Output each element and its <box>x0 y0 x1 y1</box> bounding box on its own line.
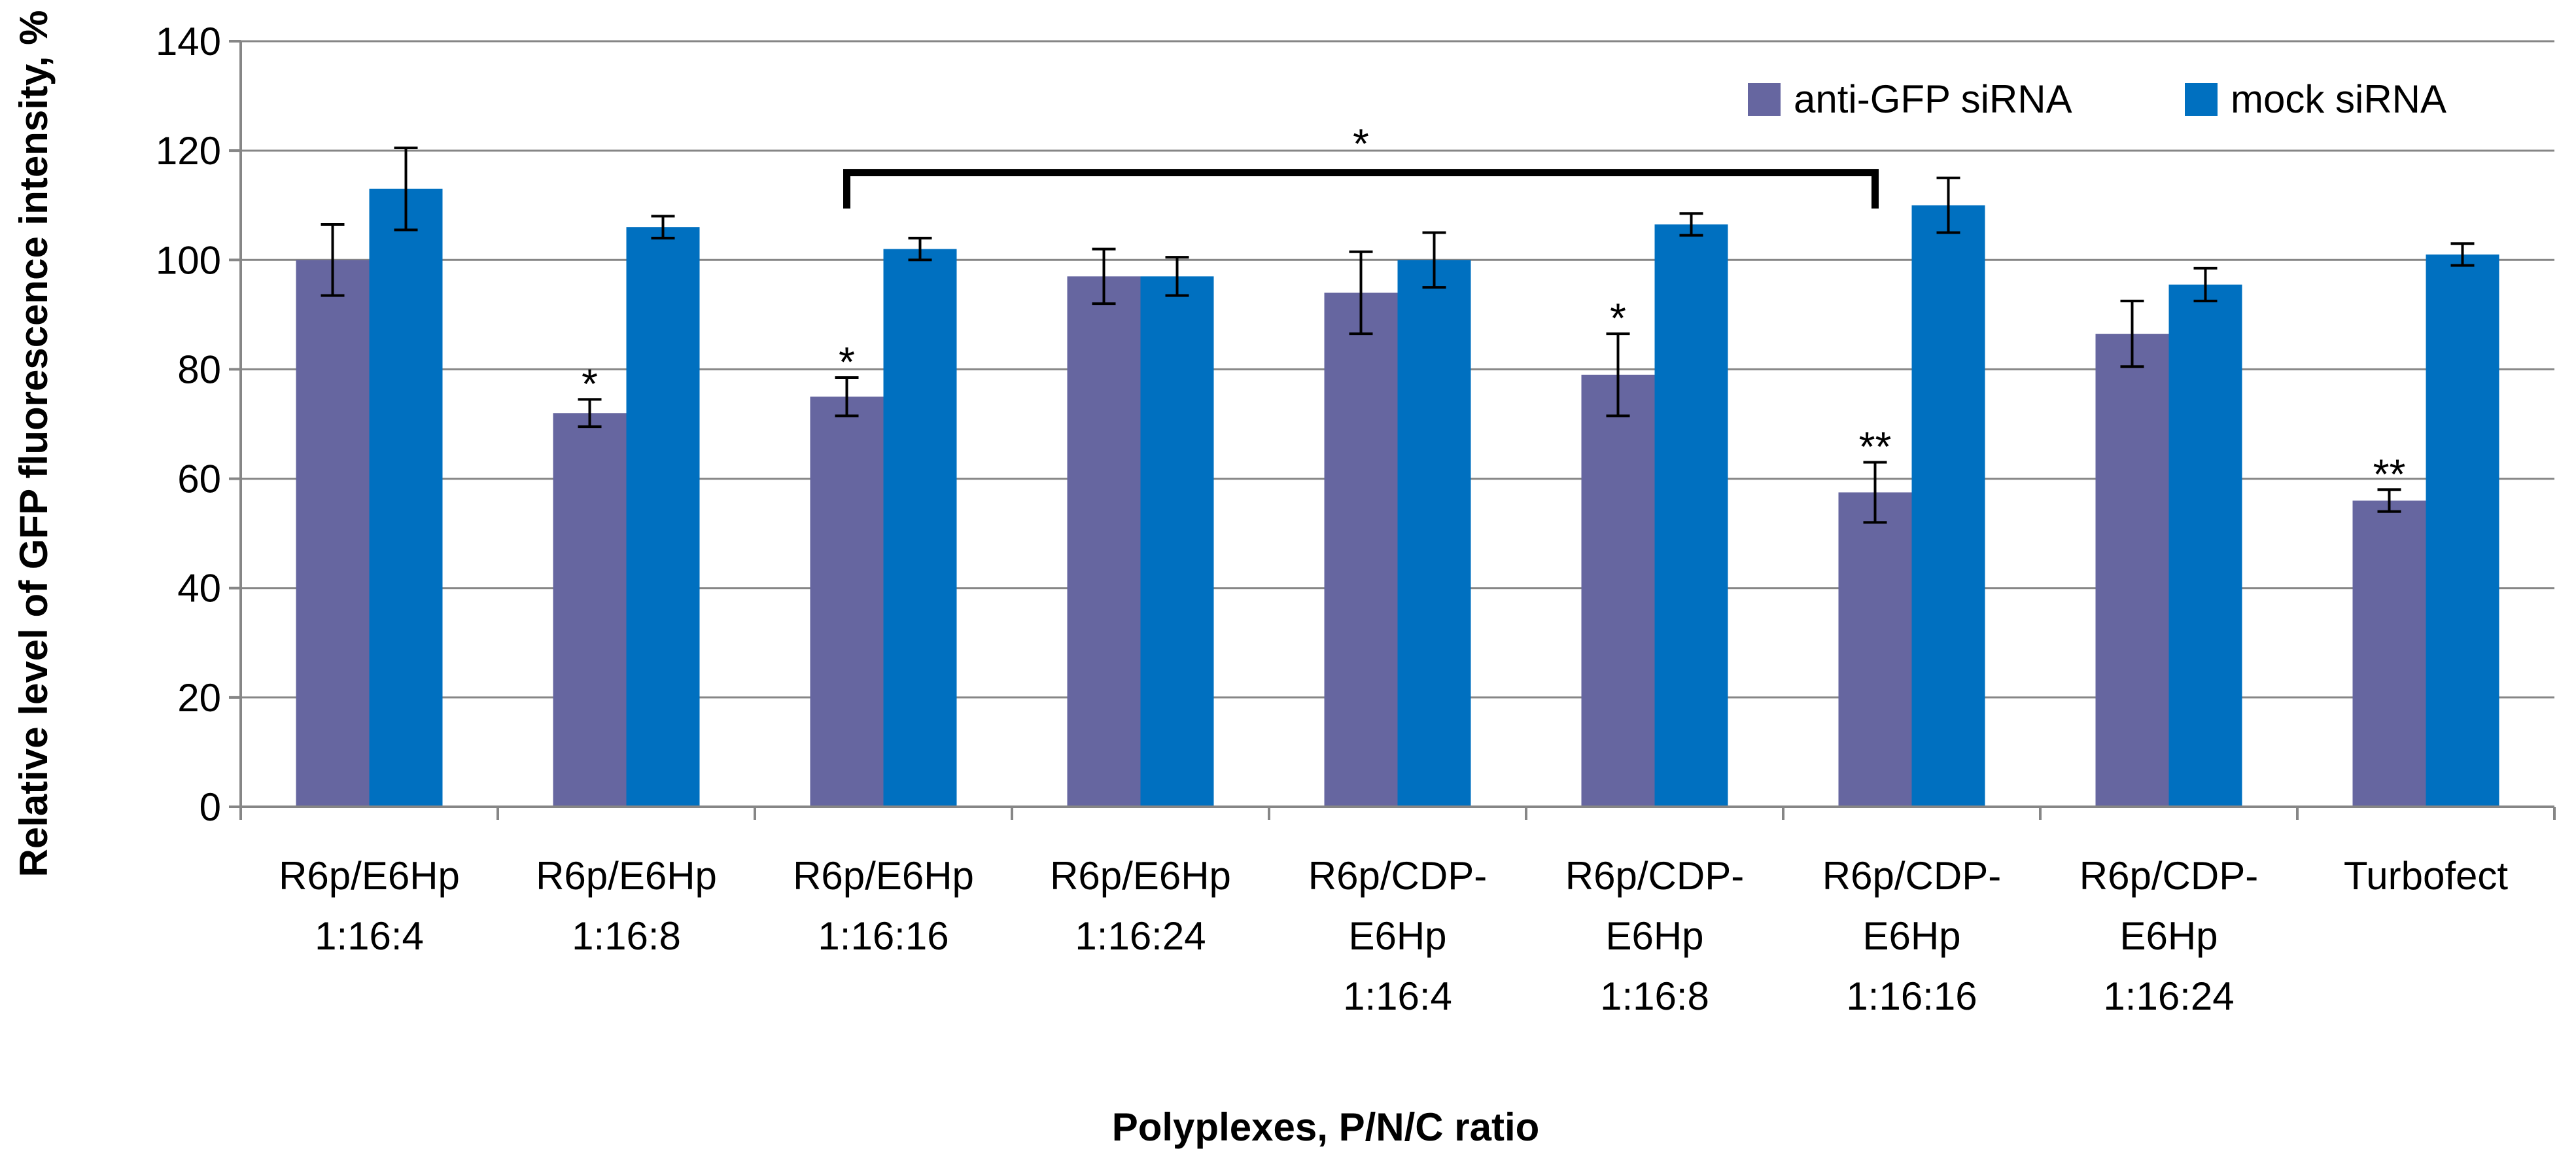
bar-mock-1 <box>626 227 700 807</box>
bar-anti-gfp-2 <box>810 397 884 807</box>
error-bar-anti-gfp-5 <box>1606 332 1630 417</box>
error-bars <box>321 146 2475 524</box>
error-bar-mock-4 <box>1422 231 1446 289</box>
significance-mark-5: * <box>1610 294 1626 342</box>
bar-anti-gfp-5 <box>1581 374 1655 807</box>
bar-anti-gfp-3 <box>1067 276 1141 807</box>
error-bar-mock-3 <box>1165 256 1189 297</box>
error-bar-anti-gfp-0 <box>321 222 345 297</box>
error-bar-mock-2 <box>908 236 932 262</box>
y-tick-label-120: 120 <box>156 129 221 173</box>
bracket-line <box>843 169 1879 209</box>
bar-mock-5 <box>1654 224 1728 807</box>
x-axis-title: Polyplexes, P/N/C ratio <box>1112 1105 1540 1149</box>
bar-mock-3 <box>1140 276 1214 807</box>
significance-mark-1: * <box>582 360 598 407</box>
error-bar-anti-gfp-6 <box>1863 461 1887 524</box>
y-axis-ticks: 0 20 40 60 80 100 120 140 <box>156 20 241 829</box>
x-tick-label-7: R6p/CDP-E6Hp 1:16:24 <box>2080 854 2258 1018</box>
x-tick-label-2: R6p/E6Hp 1:16:16 <box>793 854 974 958</box>
legend-label-mock: mock siRNA <box>2231 77 2446 121</box>
bar-mock-0 <box>369 188 443 807</box>
bar-anti-gfp-4 <box>1324 292 1398 807</box>
significance-mark-8: ** <box>2373 450 2406 497</box>
x-tick-label-3: R6p/E6Hp 1:16:24 <box>1050 854 1231 958</box>
x-tick-label-0: R6p/E6Hp 1:16:4 <box>279 854 460 958</box>
x-tick-label-8: Turbofect <box>2344 854 2509 898</box>
bar-anti-gfp-7 <box>2095 334 2169 807</box>
bar-anti-gfp-0 <box>296 260 370 807</box>
y-tick-label-80: 80 <box>177 347 221 391</box>
error-bar-anti-gfp-1 <box>578 398 602 429</box>
legend-label-anti-gfp: anti-GFP siRNA <box>1794 77 2072 121</box>
y-axis-title: Relative level of GFP fluorescence inten… <box>12 10 56 877</box>
bar-mock-4 <box>1397 260 1471 807</box>
y-tick-label-100: 100 <box>156 238 221 282</box>
bar-anti-gfp-1 <box>553 413 627 807</box>
bar-mock-2 <box>883 249 957 807</box>
error-bar-mock-6 <box>1936 176 1960 234</box>
error-bar-anti-gfp-4 <box>1349 250 1373 336</box>
significance-mark-2: * <box>839 338 855 385</box>
significance-annotations: * ****** <box>582 294 2405 497</box>
x-tick-label-5: R6p/CDP-E6Hp 1:16:8 <box>1565 854 1744 1018</box>
error-bar-mock-5 <box>1679 212 1703 237</box>
error-bar-anti-gfp-8 <box>2377 488 2401 513</box>
y-tick-label-20: 20 <box>177 676 221 720</box>
x-tick-label-4: R6p/CDP-E6Hp 1:16:4 <box>1308 854 1487 1018</box>
y-tick-label-60: 60 <box>177 457 221 501</box>
significance-mark-6: ** <box>1859 423 1892 470</box>
error-bar-anti-gfp-3 <box>1092 247 1116 306</box>
bars <box>296 188 2499 807</box>
bar-mock-6 <box>1911 205 1985 807</box>
y-tick-label-40: 40 <box>177 567 221 611</box>
bracket-label: * <box>1353 120 1369 168</box>
axes <box>239 41 2554 808</box>
y-tick-label-0: 0 <box>200 785 221 829</box>
x-axis-ticks: R6p/E6Hp 1:16:4 R6p/E6Hp 1:16:8 R6p/E6Hp 1:16… <box>239 807 2556 1018</box>
error-bar-anti-gfp-2 <box>835 376 859 417</box>
error-bar-mock-7 <box>2193 266 2218 302</box>
bar-mock-8 <box>2426 254 2499 807</box>
x-tick-label-1: R6p/E6Hp 1:16:8 <box>536 854 717 958</box>
legend: anti-GFP siRNA mock siRNA <box>1748 77 2446 121</box>
error-bar-mock-0 <box>394 146 418 232</box>
error-bar-mock-8 <box>2450 242 2475 267</box>
bar-anti-gfp-8 <box>2352 501 2426 807</box>
bar-anti-gfp-6 <box>1838 492 1912 807</box>
error-bar-anti-gfp-7 <box>2120 299 2144 368</box>
legend-swatch-anti-gfp <box>1748 83 1781 116</box>
error-bar-mock-1 <box>651 215 675 239</box>
x-tick-label-6: R6p/CDP-E6Hp 1:16:16 <box>1822 854 2001 1018</box>
y-tick-label-140: 140 <box>156 20 221 63</box>
legend-swatch-mock <box>2185 83 2218 116</box>
significance-bracket: * <box>843 120 1879 209</box>
bar-mock-7 <box>2168 284 2242 807</box>
